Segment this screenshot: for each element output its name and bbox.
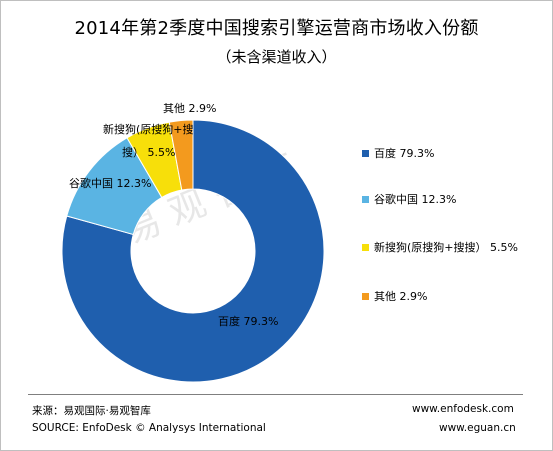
legend-swatch-sogou — [362, 243, 369, 251]
url-eguan[interactable]: www.eguan.cn — [439, 422, 516, 434]
legend-swatch-other — [362, 292, 369, 300]
slice-label-other: 其他 2.9% — [163, 102, 216, 115]
slice-label-baidu: 百度 79.3% — [218, 314, 278, 328]
legend-item-sogou: 新搜狗(原搜狗+搜搜） 5.5% — [362, 239, 518, 255]
legend-item-google: 谷歌中国 12.3% — [362, 191, 456, 207]
legend-label-other: 其他 2.9% — [374, 290, 428, 303]
slice-label-google: 谷歌中国 12.3% — [69, 176, 151, 190]
legend-label-baidu: 百度 79.3% — [374, 147, 435, 160]
chart-subtitle: （未含渠道收入） — [216, 48, 337, 66]
source-en: SOURCE: EnfoDesk © Analysys Internationa… — [32, 422, 266, 434]
legend-label-sogou: 新搜狗(原搜狗+搜搜） 5.5% — [374, 241, 518, 254]
legend-swatch-baidu — [362, 149, 369, 157]
legend-item-other: 其他 2.9% — [362, 288, 427, 304]
url-enfodesk[interactable]: www.enfodesk.com — [412, 403, 514, 415]
slice-baidu — [61, 119, 325, 383]
source-cn: 来源：易观国际·易观智库 — [32, 405, 151, 417]
chart-title: 2014年第2季度中国搜索引擎运营商市场收入份额 — [74, 18, 479, 39]
legend-label-google: 谷歌中国 12.3% — [374, 193, 457, 206]
legend-item-baidu: 百度 79.3% — [362, 145, 434, 161]
slice-label-sogou-line1: 新搜狗(原搜狗+搜 — [103, 122, 194, 136]
footer-divider — [28, 394, 523, 395]
slice-label-sogou-line2: 搜） 5.5% — [122, 145, 175, 159]
slice-other — [168, 119, 194, 191]
legend-swatch-google — [362, 195, 369, 203]
